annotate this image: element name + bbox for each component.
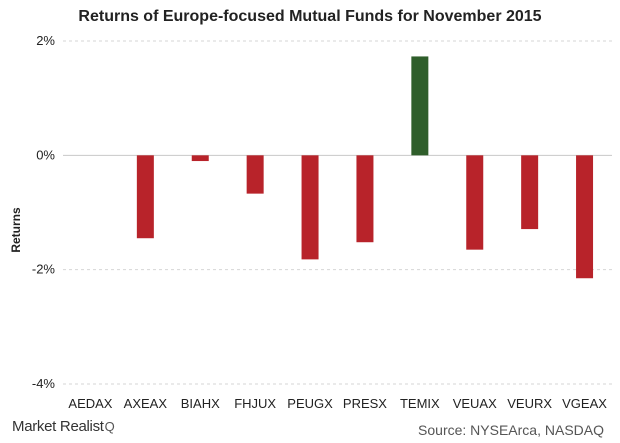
brand-logo: Market RealistQ xyxy=(12,418,115,435)
bar xyxy=(576,155,594,279)
x-tick-label: VEUAX xyxy=(453,396,497,411)
bar xyxy=(136,155,154,239)
x-tick-label: TEMIX xyxy=(400,396,440,411)
brand-logo-text: Market Realist xyxy=(12,418,104,435)
x-tick-label: VGEAX xyxy=(562,396,607,411)
x-tick-label: FHJUX xyxy=(234,396,276,411)
y-axis-label: Returns xyxy=(9,207,23,253)
bar xyxy=(466,155,484,250)
chart-title: Returns of Europe-focused Mutual Funds f… xyxy=(78,8,542,25)
y-tick-label: 2% xyxy=(36,33,55,48)
x-tick-label: VEURX xyxy=(507,396,552,411)
bar xyxy=(521,155,539,230)
magnifier-icon: Q xyxy=(104,419,115,434)
x-tick-label: BIAHX xyxy=(181,396,220,411)
x-tick-label: PEUGX xyxy=(287,396,333,411)
y-tick-label: 0% xyxy=(36,147,55,162)
source-note: Source: NYSEArca, NASDAQ xyxy=(418,422,604,438)
x-tick-label: AXEAX xyxy=(124,396,168,411)
x-tick-label: AEDAX xyxy=(68,396,112,411)
y-axis-label-wrap: Returns xyxy=(6,150,26,310)
x-tick-label: PRESX xyxy=(343,396,387,411)
bar xyxy=(356,155,374,243)
y-tick-label: -4% xyxy=(32,376,56,391)
bar xyxy=(191,155,209,162)
bar xyxy=(411,56,429,156)
bar xyxy=(246,155,264,194)
y-tick-label: -2% xyxy=(32,262,56,277)
bar xyxy=(301,155,319,260)
